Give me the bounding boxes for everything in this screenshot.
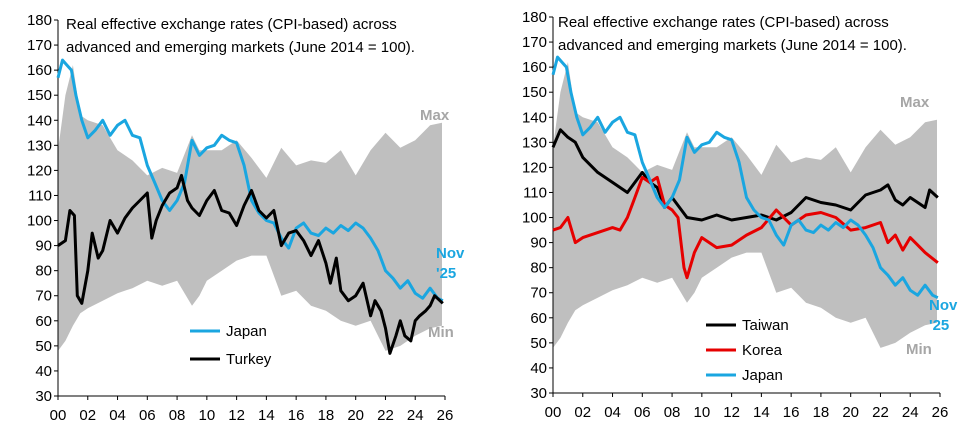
y-tick-label: 130 xyxy=(27,137,52,154)
series-line-taiwan xyxy=(551,128,939,222)
x-tick-label: 08 xyxy=(664,404,681,421)
x-tick-label: 10 xyxy=(199,407,216,424)
y-tick-label: 140 xyxy=(27,112,52,129)
min-label: Min xyxy=(906,341,932,358)
y-tick-label: 30 xyxy=(35,388,52,405)
x-tick-label: 26 xyxy=(437,407,454,424)
chart-title-line: advanced and emerging markets (June 2014… xyxy=(66,39,415,56)
chart-panel-2: 30 40 50 60 70 80 90 100 110 120 130 140 150 160 170 18… xyxy=(522,9,958,421)
legend-label-korea: Korea xyxy=(742,342,783,359)
end-date-label: '25 xyxy=(929,317,949,334)
x-tick-label: 24 xyxy=(407,407,424,424)
y-tick-label: 90 xyxy=(530,235,547,252)
y-tick-label: 40 xyxy=(35,363,52,380)
x-tick-label: 16 xyxy=(288,407,305,424)
x-tick-label: 02 xyxy=(574,404,591,421)
chart-title-line: advanced and emerging markets (June 2014… xyxy=(558,37,907,54)
max-label: Max xyxy=(420,107,450,124)
x-tick-label: 26 xyxy=(932,404,949,421)
y-tick-label: 160 xyxy=(27,62,52,79)
x-tick-label: 12 xyxy=(228,407,245,424)
y-tick-label: 180 xyxy=(522,9,547,26)
min-max-band xyxy=(58,65,442,351)
y-tick-label: 30 xyxy=(530,385,547,402)
y-tick-label: 80 xyxy=(530,260,547,277)
y-tick-label: 110 xyxy=(28,187,52,204)
x-tick-label: 24 xyxy=(902,404,919,421)
min-label: Min xyxy=(428,324,454,341)
min-max-band xyxy=(553,62,937,348)
y-tick-label: 80 xyxy=(35,263,52,280)
y-tick-label: 50 xyxy=(530,335,547,352)
x-tick-label: 18 xyxy=(813,404,830,421)
y-tick-label: 130 xyxy=(522,134,547,151)
x-tick-label: 10 xyxy=(694,404,711,421)
x-tick-label: 12 xyxy=(723,404,740,421)
x-tick-label: 00 xyxy=(50,407,67,424)
end-date-label: Nov xyxy=(929,297,958,314)
x-tick-label: 18 xyxy=(318,407,335,424)
legend-label-japan: Japan xyxy=(742,367,783,384)
y-tick-label: 150 xyxy=(522,84,547,101)
series-line-japan xyxy=(56,58,444,303)
y-tick-label: 170 xyxy=(522,34,547,51)
y-tick-label: 180 xyxy=(27,12,52,29)
y-tick-label: 40 xyxy=(530,360,547,377)
y-tick-label: 160 xyxy=(522,59,547,76)
y-tick-label: 50 xyxy=(35,338,52,355)
chart-title-line: Real effective exchange rates (CPI-based… xyxy=(66,16,397,33)
legend-label-turkey: Turkey xyxy=(226,351,272,368)
x-tick-label: 14 xyxy=(753,404,770,421)
end-date-label: Nov xyxy=(436,245,465,262)
x-tick-label: 08 xyxy=(169,407,186,424)
chart-panel-1: 30 40 50 60 70 80 90 100 110 120 130 140 150 160 170 18… xyxy=(27,12,465,424)
x-tick-label: 02 xyxy=(79,407,96,424)
x-tick-label: 04 xyxy=(604,404,621,421)
series-line-turkey xyxy=(57,173,444,355)
y-tick-label: 100 xyxy=(27,213,52,230)
y-tick-label: 120 xyxy=(27,162,52,179)
y-tick-label: 90 xyxy=(35,238,52,255)
end-date-label: '25 xyxy=(436,265,456,282)
series-line-korea xyxy=(552,175,939,280)
x-tick-label: 00 xyxy=(545,404,562,421)
x-tick-label: 06 xyxy=(139,407,156,424)
x-tick-label: 04 xyxy=(109,407,126,424)
x-tick-label: 20 xyxy=(347,407,364,424)
x-tick-label: 16 xyxy=(783,404,800,421)
y-tick-label: 60 xyxy=(530,310,547,327)
series-line-japan xyxy=(551,55,939,300)
x-tick-label: 22 xyxy=(377,407,394,424)
y-tick-label: 70 xyxy=(35,288,52,305)
y-tick-label: 120 xyxy=(522,159,547,176)
legend-label-taiwan: Taiwan xyxy=(742,317,789,334)
max-label: Max xyxy=(900,94,930,111)
x-tick-label: 06 xyxy=(634,404,651,421)
y-tick-label: 100 xyxy=(522,210,547,227)
y-tick-label: 150 xyxy=(27,87,52,104)
x-tick-label: 14 xyxy=(258,407,275,424)
y-tick-label: 70 xyxy=(530,285,547,302)
x-tick-label: 20 xyxy=(842,404,859,421)
y-tick-label: 110 xyxy=(523,184,547,201)
y-tick-label: 60 xyxy=(35,313,52,330)
chart-title-line: Real effective exchange rates (CPI-based… xyxy=(558,14,889,31)
legend-label-japan: Japan xyxy=(226,323,267,340)
x-tick-label: 22 xyxy=(872,404,889,421)
y-tick-label: 140 xyxy=(522,109,547,126)
y-tick-label: 170 xyxy=(27,37,52,54)
